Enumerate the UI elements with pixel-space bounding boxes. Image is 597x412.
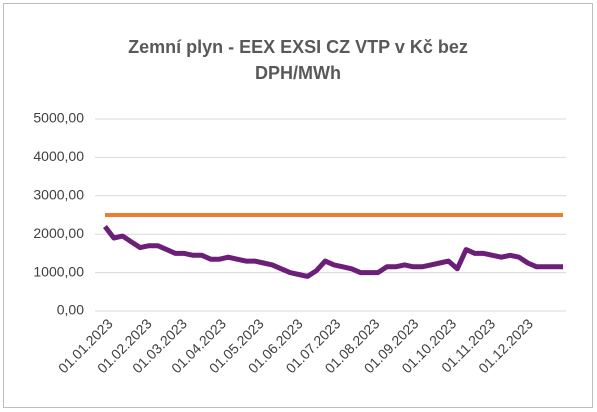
data-line <box>103 224 563 279</box>
y-tick-label: 5000,00 <box>33 110 84 126</box>
y-tick-label: 0,00 <box>57 302 84 318</box>
y-tick-label: 2000,00 <box>33 225 84 241</box>
chart-title: Zemní plyn - EEX EXSI CZ VTP v Kč bez DP… <box>128 37 468 83</box>
chart-border <box>3 3 593 408</box>
y-tick-label: 3000,00 <box>33 187 84 203</box>
y-tick-label: 1000,00 <box>33 263 84 279</box>
y-tick-label: 4000,00 <box>33 148 84 164</box>
